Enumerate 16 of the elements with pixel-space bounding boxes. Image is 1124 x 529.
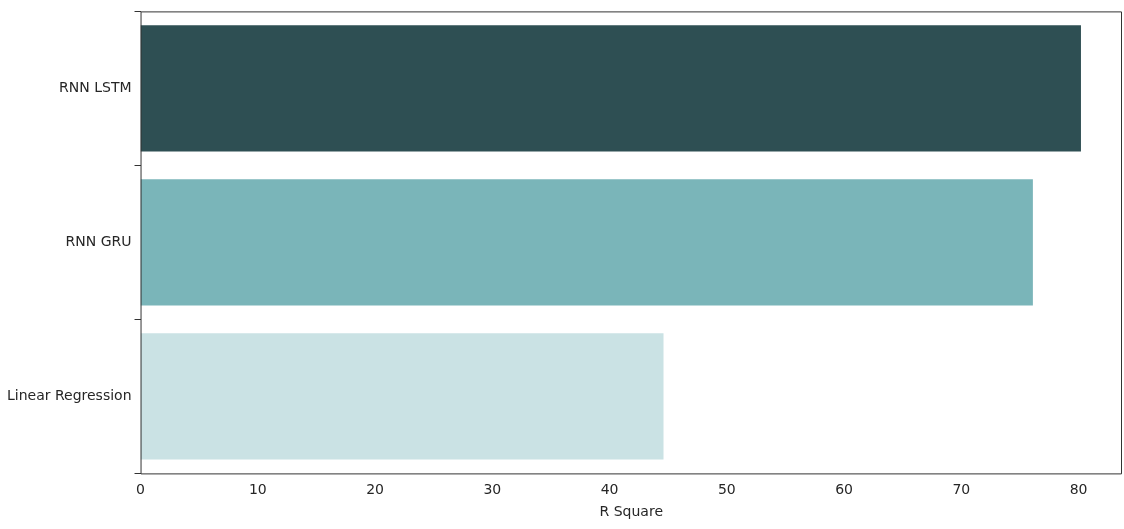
x-tick-label: 60 — [835, 481, 854, 498]
y-tick-label: RNN GRU — [65, 233, 132, 250]
bar — [140, 333, 664, 460]
y-tick-label: RNN LSTM — [59, 79, 132, 96]
x-axis-title: R Square — [599, 503, 663, 520]
x-tick-label: 70 — [952, 481, 971, 498]
x-tick-label: 80 — [1069, 481, 1088, 498]
x-tick-label: 10 — [248, 481, 267, 498]
bar — [140, 25, 1081, 152]
x-tick-label: 0 — [136, 481, 145, 498]
x-tick-label: 40 — [600, 481, 619, 498]
x-tick-label: 30 — [483, 481, 502, 498]
y-tick-label: Linear Regression — [6, 387, 132, 404]
x-tick-label: 50 — [717, 481, 736, 498]
bar — [140, 179, 1033, 306]
x-tick-label: 20 — [366, 481, 384, 498]
